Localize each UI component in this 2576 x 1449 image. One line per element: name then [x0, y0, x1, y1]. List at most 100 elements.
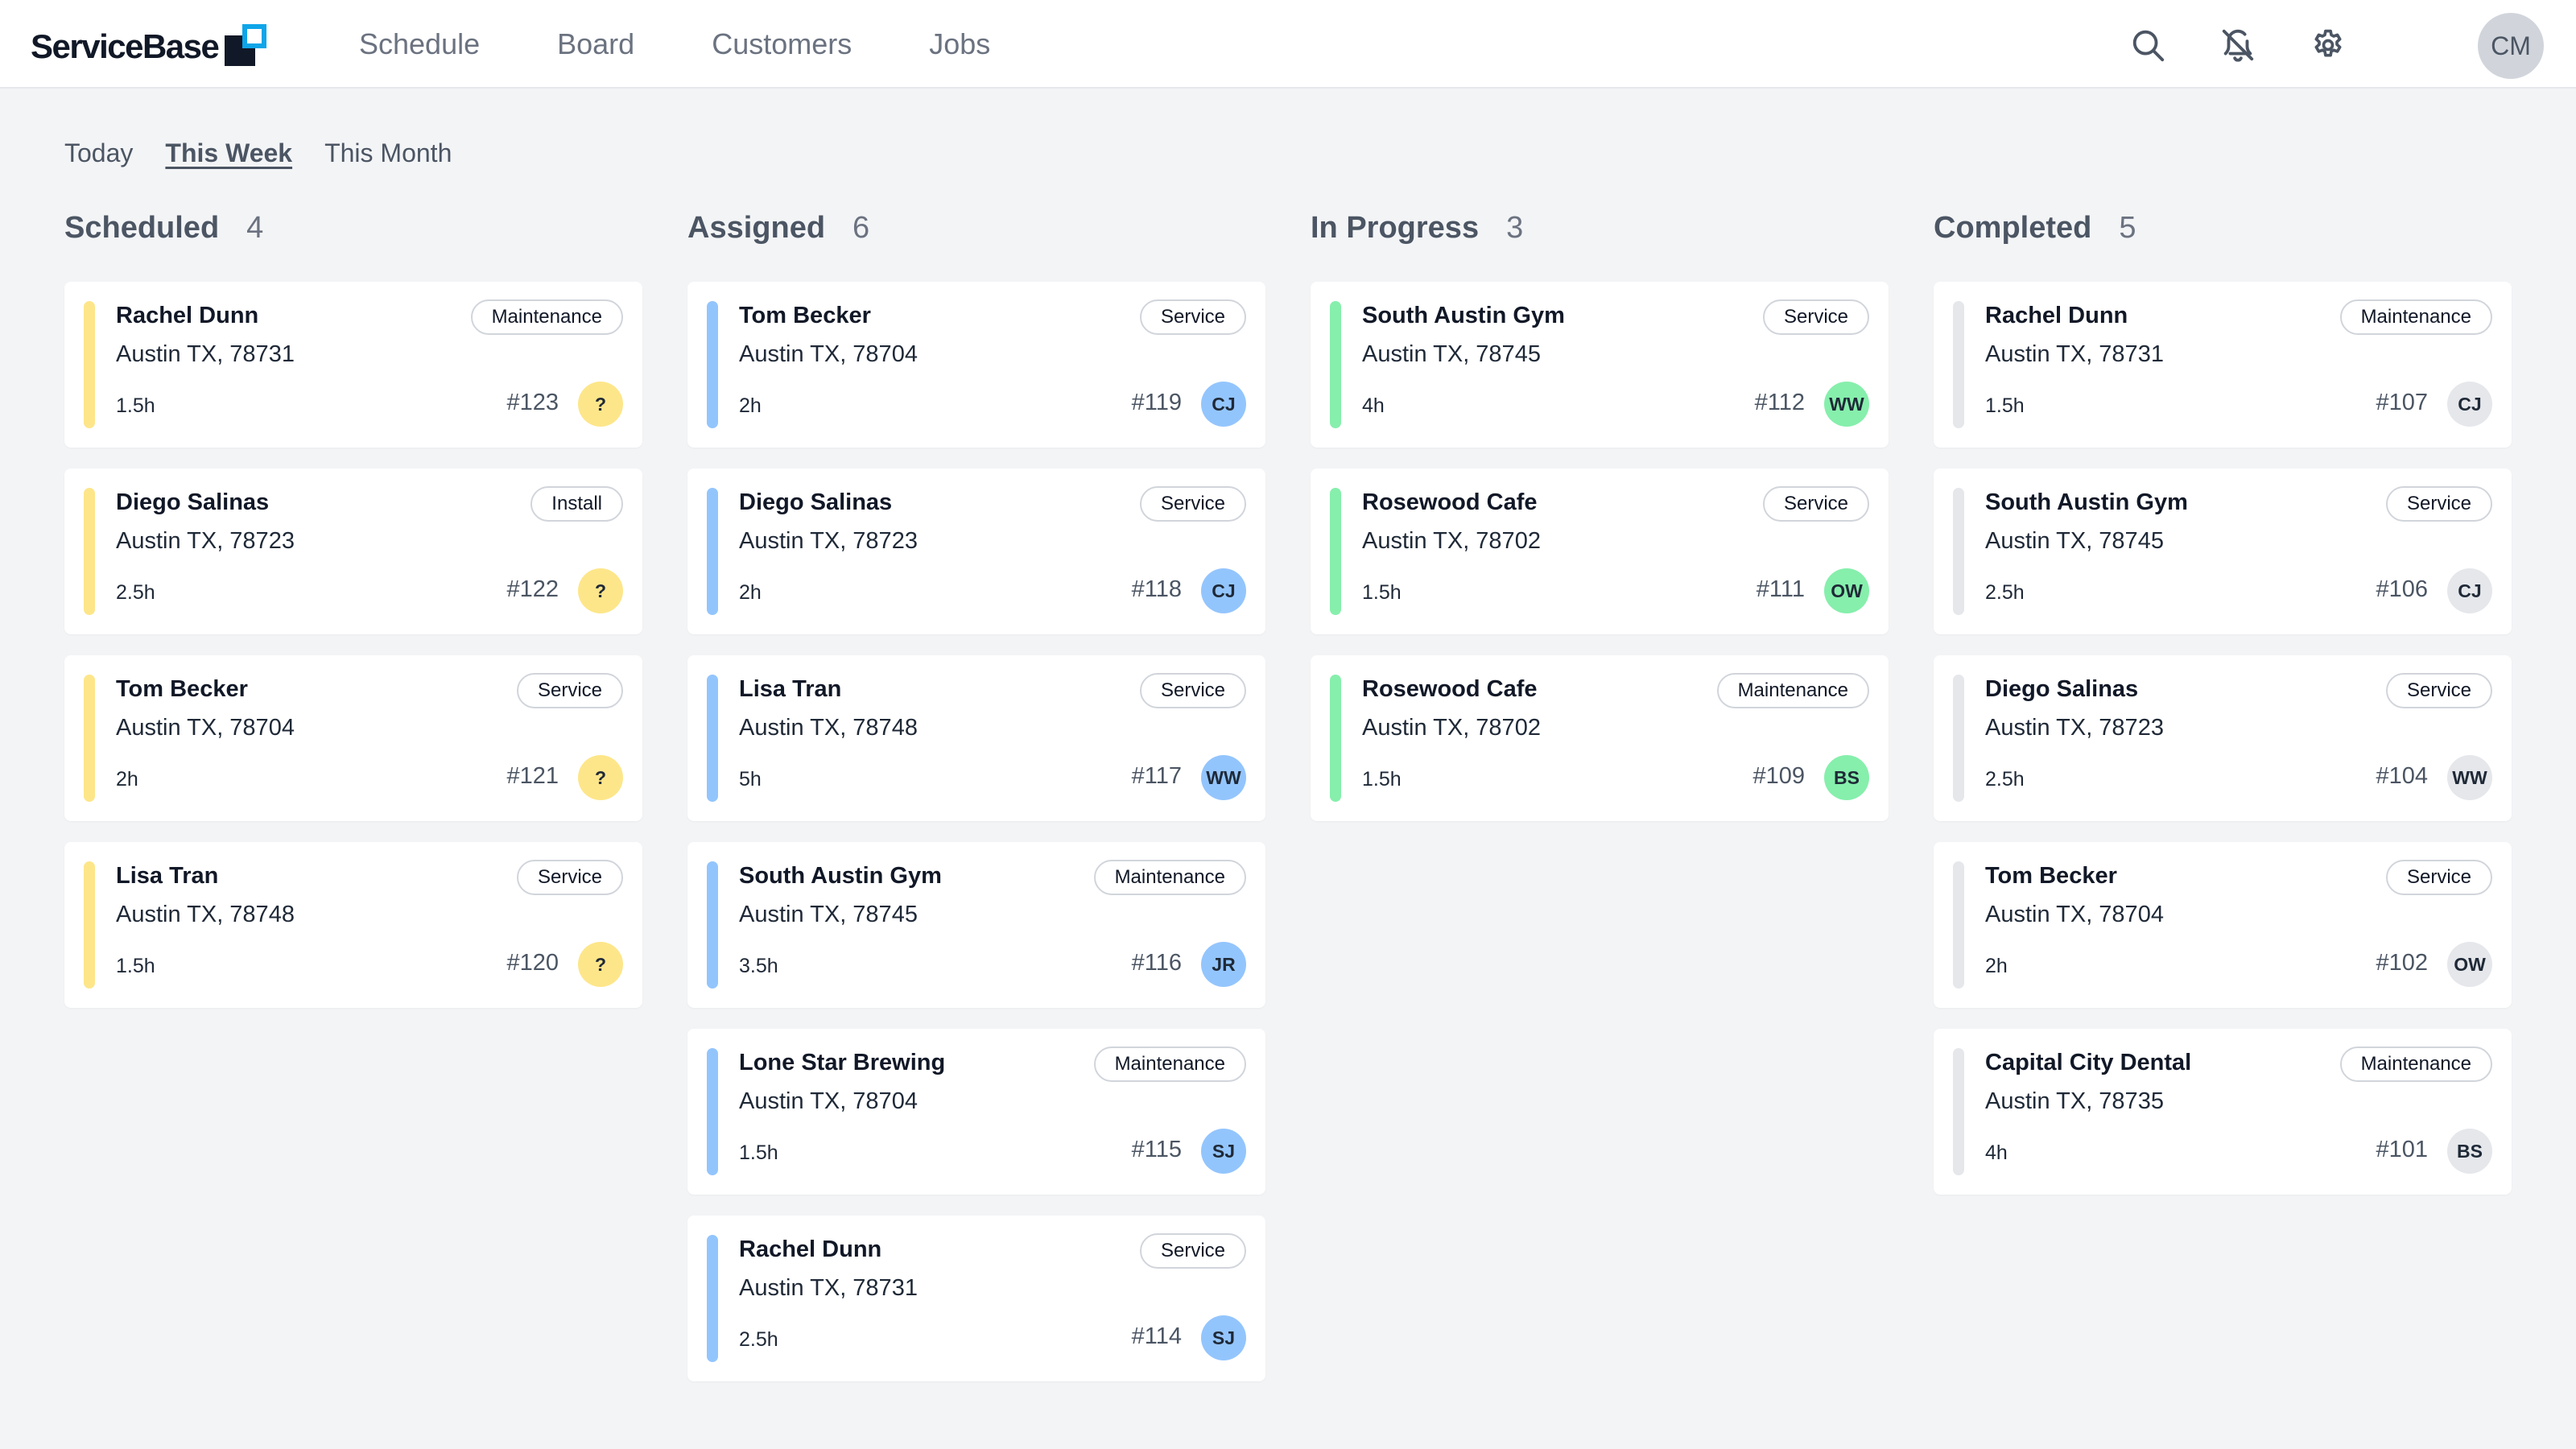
job-card[interactable]: Lisa Tran Austin TX, 78748 1.5h Service #120… [64, 842, 642, 1008]
assignee-avatar[interactable]: ? [578, 942, 623, 987]
assignee-avatar[interactable]: WW [1824, 382, 1869, 427]
status-bar [707, 675, 718, 802]
column-header: In Progress 3 [1311, 211, 1889, 256]
customer-name: South Austin Gym [739, 863, 942, 889]
job-duration: 3.5h [739, 955, 778, 977]
nav-customers[interactable]: Customers [712, 27, 852, 60]
job-number: #115 [1131, 1137, 1182, 1162]
status-bar [1953, 301, 1964, 428]
column-scheduled: Scheduled 4 Rachel Dunn Austin TX, 78731 1.5… [64, 211, 642, 1008]
column-count: 4 [246, 211, 264, 245]
job-number: #122 [506, 576, 559, 602]
customer-name: Rachel Dunn [739, 1236, 882, 1262]
job-number: #121 [506, 763, 559, 789]
logo-mark-icon [225, 24, 267, 66]
job-card[interactable]: Rachel Dunn Austin TX, 78731 2.5h Service #1… [687, 1216, 1265, 1381]
job-card[interactable]: Capital City Dental Austin TX, 78735 4h Mai… [1934, 1029, 2512, 1195]
job-card[interactable]: Diego Salinas Austin TX, 78723 2.5h Install… [64, 469, 642, 634]
job-card[interactable]: Diego Salinas Austin TX, 78723 2h Service #1… [687, 469, 1265, 634]
status-bar [1953, 675, 1964, 802]
assignee-avatar[interactable]: CJ [2447, 568, 2492, 613]
job-number: #111 [1756, 576, 1805, 602]
assignee-avatar[interactable]: CJ [2447, 382, 2492, 427]
filter-this-week[interactable]: This Week [165, 138, 293, 167]
job-card[interactable]: South Austin Gym Austin TX, 78745 3.5h Main… [687, 842, 1265, 1008]
job-type-badge: Maintenance [2339, 299, 2492, 335]
job-duration: 1.5h [1362, 768, 1402, 791]
job-type-badge: Service [516, 673, 623, 708]
filter-today[interactable]: Today [64, 138, 134, 167]
status-bar [1330, 301, 1341, 428]
assignee-avatar[interactable]: BS [2447, 1129, 2492, 1174]
top-bar: ServiceBase Schedule Board Customers Job… [0, 0, 2576, 89]
customer-name: Lisa Tran [739, 676, 842, 702]
job-card[interactable]: Rachel Dunn Austin TX, 78731 1.5h Maintenan… [64, 282, 642, 448]
job-card[interactable]: Rosewood Cafe Austin TX, 78702 1.5h Mainten… [1311, 655, 1889, 821]
customer-address: Austin TX, 78704 [1985, 902, 2164, 927]
customer-address: Austin TX, 78745 [1985, 528, 2164, 554]
bell-off-icon[interactable] [2215, 23, 2260, 68]
job-number: #116 [1131, 950, 1182, 976]
job-number: #104 [2376, 763, 2428, 789]
customer-address: Austin TX, 78704 [739, 1088, 918, 1114]
gear-icon[interactable] [2306, 23, 2351, 68]
assignee-avatar[interactable]: ? [578, 755, 623, 800]
job-number: #107 [2376, 390, 2428, 415]
assignee-avatar[interactable]: BS [1824, 755, 1869, 800]
status-bar [84, 675, 95, 802]
job-type-badge: Maintenance [1093, 860, 1246, 895]
column-title: In Progress [1311, 211, 1480, 245]
customer-name: Rachel Dunn [116, 303, 259, 328]
job-card[interactable]: Rachel Dunn Austin TX, 78731 1.5h Maintenan… [1934, 282, 2512, 448]
job-type-badge: Service [2385, 486, 2492, 522]
assignee-avatar[interactable]: WW [1201, 755, 1246, 800]
job-card[interactable]: Diego Salinas Austin TX, 78723 2.5h Service… [1934, 655, 2512, 821]
job-card[interactable]: Tom Becker Austin TX, 78704 2h Service #102 O… [1934, 842, 2512, 1008]
nav-jobs[interactable]: Jobs [929, 27, 991, 60]
job-type-badge: Maintenance [2339, 1046, 2492, 1082]
search-icon[interactable] [2125, 23, 2170, 68]
job-number: #119 [1131, 390, 1182, 415]
job-card[interactable]: Lisa Tran Austin TX, 78748 5h Service #117 WW [687, 655, 1265, 821]
assignee-avatar[interactable]: OW [2447, 942, 2492, 987]
customer-name: Diego Salinas [116, 489, 270, 515]
job-card[interactable]: Tom Becker Austin TX, 78704 2h Service #119 C… [687, 282, 1265, 448]
customer-address: Austin TX, 78731 [739, 1275, 918, 1301]
status-bar [1953, 1048, 1964, 1175]
assignee-avatar[interactable]: CJ [1201, 568, 1246, 613]
user-avatar[interactable]: CM [2478, 13, 2544, 79]
filter-this-month[interactable]: This Month [324, 138, 452, 167]
customer-address: Austin TX, 78723 [739, 528, 918, 554]
assignee-avatar[interactable]: WW [2447, 755, 2492, 800]
customer-address: Austin TX, 78731 [116, 341, 295, 367]
customer-name: Lone Star Brewing [739, 1050, 946, 1075]
assignee-avatar[interactable]: ? [578, 568, 623, 613]
job-type-badge: Service [2385, 673, 2492, 708]
assignee-avatar[interactable]: SJ [1201, 1129, 1246, 1174]
column-header: Completed 5 [1934, 211, 2512, 256]
customer-address: Austin TX, 78731 [1985, 341, 2164, 367]
status-bar [1330, 488, 1341, 615]
assignee-avatar[interactable]: OW [1824, 568, 1869, 613]
job-card[interactable]: South Austin Gym Austin TX, 78745 2.5h Serv… [1934, 469, 2512, 634]
job-number: #109 [1752, 763, 1805, 789]
job-card[interactable]: South Austin Gym Austin TX, 78745 4h Servic… [1311, 282, 1889, 448]
job-duration: 1.5h [116, 394, 155, 417]
assignee-avatar[interactable]: JR [1201, 942, 1246, 987]
nav-board[interactable]: Board [557, 27, 635, 60]
job-type-badge: Service [516, 860, 623, 895]
assignee-avatar[interactable]: CJ [1201, 382, 1246, 427]
nav-schedule[interactable]: Schedule [359, 27, 481, 60]
assignee-avatar[interactable]: ? [578, 382, 623, 427]
customer-address: Austin TX, 78702 [1362, 715, 1541, 741]
column-count: 6 [852, 211, 870, 245]
job-card[interactable]: Rosewood Cafe Austin TX, 78702 1.5h Service… [1311, 469, 1889, 634]
assignee-avatar[interactable]: SJ [1201, 1315, 1246, 1360]
job-card[interactable]: Tom Becker Austin TX, 78704 2h Service #121? [64, 655, 642, 821]
logo[interactable]: ServiceBase [31, 24, 267, 69]
customer-name: Capital City Dental [1985, 1050, 2192, 1075]
job-type-badge: Install [530, 486, 623, 522]
header-actions [2125, 23, 2396, 68]
job-card[interactable]: Lone Star Brewing Austin TX, 78704 1.5h Mai… [687, 1029, 1265, 1195]
customer-name: Lisa Tran [116, 863, 219, 889]
